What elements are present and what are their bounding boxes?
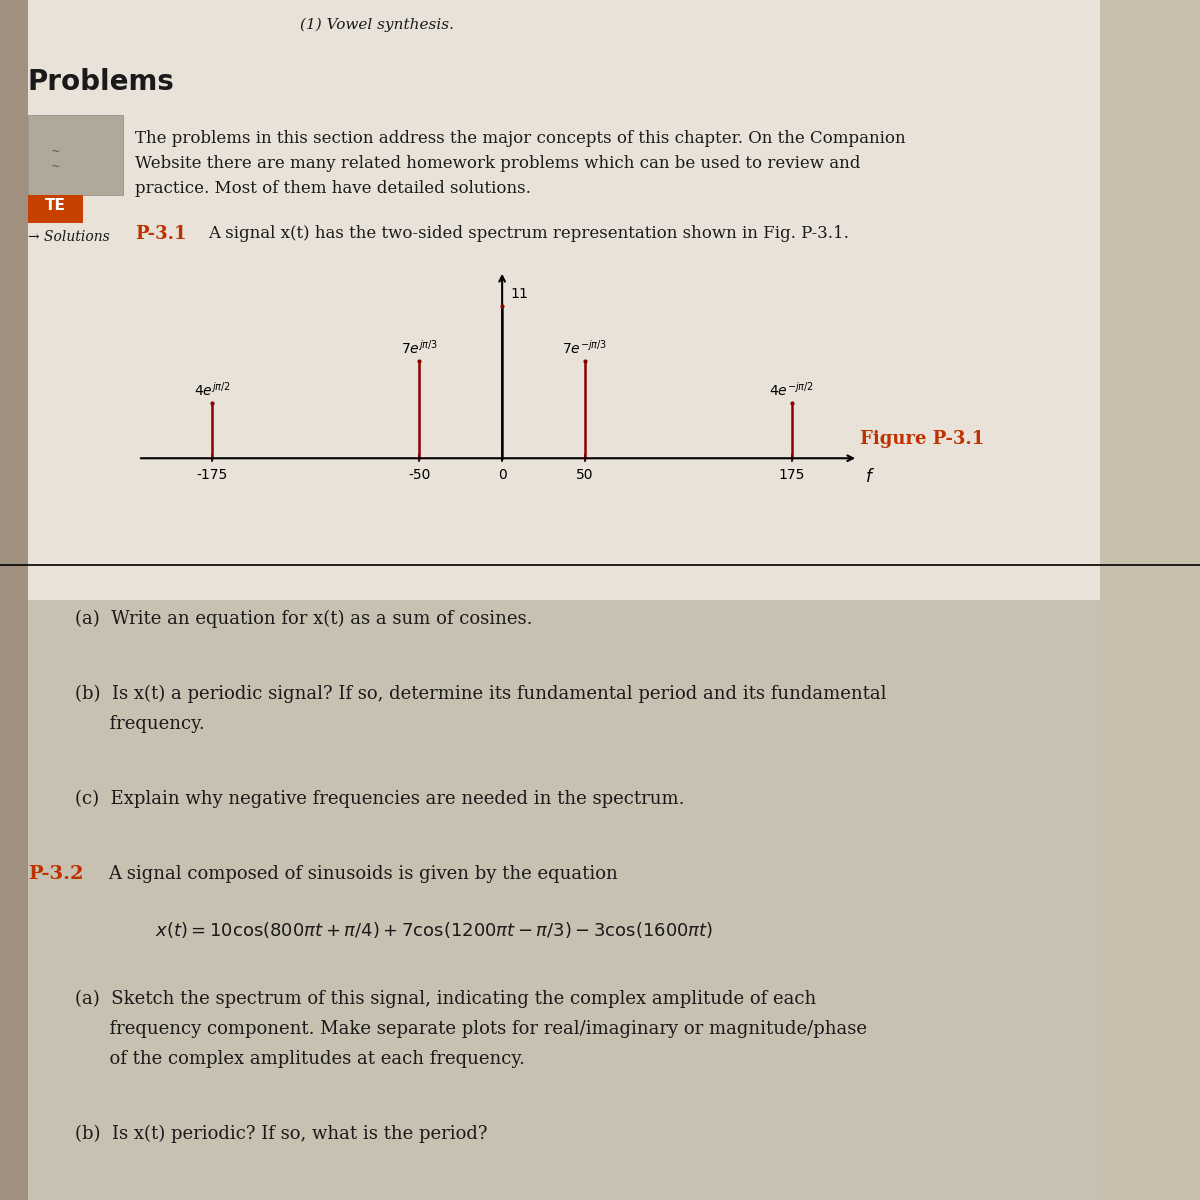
Text: (b)  Is x(t) a periodic signal? If so, determine its fundamental period and its : (b) Is x(t) a periodic signal? If so, de… <box>74 685 887 703</box>
Text: The problems in this section address the major concepts of this chapter. On the : The problems in this section address the… <box>134 130 906 146</box>
Text: $4e^{-j\pi/2}$: $4e^{-j\pi/2}$ <box>769 380 815 398</box>
Text: TE: TE <box>44 198 66 214</box>
Text: P-3.1: P-3.1 <box>134 226 186 242</box>
Bar <box>0 0 1200 600</box>
Text: Figure P-3.1: Figure P-3.1 <box>860 430 984 448</box>
Bar <box>0 0 28 1200</box>
Text: 50: 50 <box>576 468 594 482</box>
Text: 175: 175 <box>779 468 805 482</box>
Text: $7e^{-j\pi/3}$: $7e^{-j\pi/3}$ <box>563 340 607 356</box>
Text: -50: -50 <box>408 468 431 482</box>
Text: $x(t) = 10\cos(800\pi t + \pi/4) + 7\cos(1200\pi t - \pi/3) - 3\cos(1600\pi t)$: $x(t) = 10\cos(800\pi t + \pi/4) + 7\cos… <box>155 920 713 940</box>
Text: ~
~: ~ ~ <box>52 145 59 173</box>
Text: → Solutions: → Solutions <box>28 230 109 244</box>
Text: (1) Vowel synthesis.: (1) Vowel synthesis. <box>300 18 454 32</box>
Text: 0: 0 <box>498 468 506 482</box>
Text: practice. Most of them have detailed solutions.: practice. Most of them have detailed sol… <box>134 180 530 197</box>
Text: (c)  Explain why negative frequencies are needed in the spectrum.: (c) Explain why negative frequencies are… <box>74 790 684 809</box>
Text: of the complex amplitudes at each frequency.: of the complex amplitudes at each freque… <box>74 1050 526 1068</box>
Text: (a)  Sketch the spectrum of this signal, indicating the complex amplitude of eac: (a) Sketch the spectrum of this signal, … <box>74 990 816 1008</box>
Text: (a)  Write an equation for x(t) as a sum of cosines.: (a) Write an equation for x(t) as a sum … <box>74 610 533 629</box>
Bar <box>0 600 1200 1200</box>
Text: $4e^{j\pi/2}$: $4e^{j\pi/2}$ <box>194 380 230 398</box>
Text: $7e^{j\pi/3}$: $7e^{j\pi/3}$ <box>401 340 438 356</box>
Text: f: f <box>866 468 872 486</box>
Text: A signal x(t) has the two-sided spectrum representation shown in Fig. P-3.1.: A signal x(t) has the two-sided spectrum… <box>208 226 848 242</box>
Bar <box>28 194 83 223</box>
Text: Website there are many related homework problems which can be used to review and: Website there are many related homework … <box>134 155 860 172</box>
Bar <box>1100 0 1200 1200</box>
Text: Problems: Problems <box>28 68 175 96</box>
Text: $11$: $11$ <box>510 288 529 301</box>
Text: P-3.2: P-3.2 <box>28 865 84 883</box>
Text: frequency component. Make separate plots for real/imaginary or magnitude/phase: frequency component. Make separate plots… <box>74 1020 866 1038</box>
Text: (b)  Is x(t) periodic? If so, what is the period?: (b) Is x(t) periodic? If so, what is the… <box>74 1126 487 1144</box>
Bar <box>28 115 124 194</box>
Text: -175: -175 <box>197 468 228 482</box>
Text: A signal composed of sinusoids is given by the equation: A signal composed of sinusoids is given … <box>108 865 618 883</box>
Text: frequency.: frequency. <box>74 715 205 733</box>
